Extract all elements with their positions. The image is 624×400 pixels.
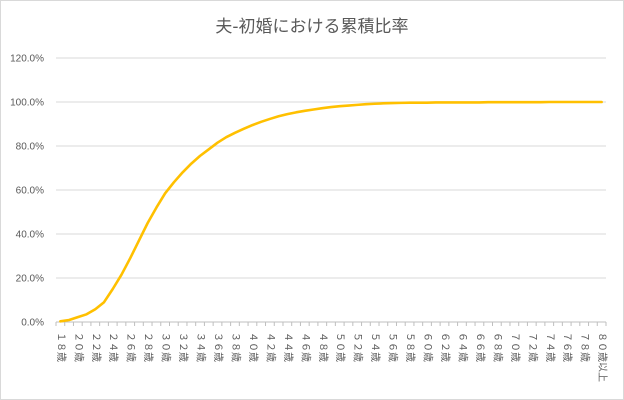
chart-title: 夫-初婚における累積比率 — [215, 17, 409, 37]
x-tick-label: ７８歳 — [579, 332, 591, 362]
x-tick-label: ５８歳 — [404, 332, 416, 362]
x-tick-label: ４６歳 — [299, 332, 311, 362]
x-tick-label: ３２歳 — [177, 332, 189, 362]
x-tick-label: ７２歳 — [526, 332, 538, 362]
x-tick-label: ４４歳 — [282, 332, 294, 362]
x-tick-label: ７６歳 — [561, 332, 573, 362]
x-tick-label: ４０歳 — [247, 332, 259, 362]
x-tick-label: ７０歳 — [509, 332, 521, 362]
y-tick-label: 100.0% — [10, 98, 44, 109]
y-tick-label: 20.0% — [16, 274, 44, 285]
y-tick-label: 60.0% — [16, 186, 44, 197]
x-tick-label: ４２歳 — [264, 332, 276, 362]
x-tick-label: ５２歳 — [352, 332, 364, 362]
x-axis — [55, 322, 607, 326]
x-tick-label: ８０歳以上 — [596, 332, 608, 382]
x-tick-label: ３６歳 — [212, 332, 224, 362]
x-tick-label: ６６歳 — [474, 332, 486, 362]
x-tick-label: ２６歳 — [125, 332, 137, 362]
x-axis-tick-labels: １８歳 ２０歳 ２２歳 ２４歳 ２６歳 ２８歳 ３０歳 ３２歳 ３４歳 ３６歳 ３８歳 ４０歳 ４２歳 ４… — [55, 332, 608, 382]
x-tick-label: ５４歳 — [369, 332, 381, 362]
x-tick-label: ２８歳 — [142, 332, 154, 362]
y-axis-tick-labels: 0.0% 20.0% 40.0% 60.0% 80.0% 100.0% 120.0% — [10, 54, 44, 329]
y-tick-label: 0.0% — [21, 318, 44, 329]
x-tick-label: ３４歳 — [195, 332, 207, 362]
x-tick-label: １８歳 — [55, 332, 67, 362]
x-tick-label: ３８歳 — [229, 332, 241, 362]
x-tick-label: ４８歳 — [317, 332, 329, 362]
x-tick-label: ６２歳 — [439, 332, 451, 362]
y-tick-label: 120.0% — [10, 54, 44, 65]
x-tick-label: ３０歳 — [160, 332, 172, 362]
series-group — [59, 100, 603, 323]
x-tick-label: ２０歳 — [72, 332, 84, 362]
x-tick-label: ５６歳 — [387, 332, 399, 362]
x-tick-label: ６４歳 — [456, 332, 468, 362]
y-tick-label: 40.0% — [16, 230, 44, 241]
x-tick-label: ７４歳 — [544, 332, 556, 362]
x-tick-label: ２２歳 — [90, 332, 102, 362]
x-tick-label: ２４歳 — [107, 332, 119, 362]
y-tick-label: 80.0% — [16, 142, 44, 153]
x-tick-label: ５０歳 — [334, 332, 346, 362]
series-line — [59, 100, 603, 323]
x-tick-label: ６８歳 — [491, 332, 503, 362]
x-tick-label: ６０歳 — [422, 332, 434, 362]
gridlines — [56, 57, 606, 323]
